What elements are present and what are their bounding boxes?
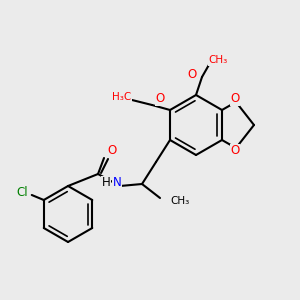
Text: O: O (188, 68, 196, 80)
Text: N: N (112, 176, 122, 190)
Text: H: H (102, 176, 110, 190)
Text: O: O (230, 145, 240, 158)
Text: O: O (155, 92, 165, 106)
Text: CH₃: CH₃ (170, 196, 189, 206)
Text: CH₃: CH₃ (208, 55, 228, 65)
Text: O: O (107, 145, 117, 158)
Text: Cl: Cl (16, 185, 28, 199)
Text: H₃C: H₃C (112, 92, 132, 102)
Text: O: O (230, 92, 240, 106)
